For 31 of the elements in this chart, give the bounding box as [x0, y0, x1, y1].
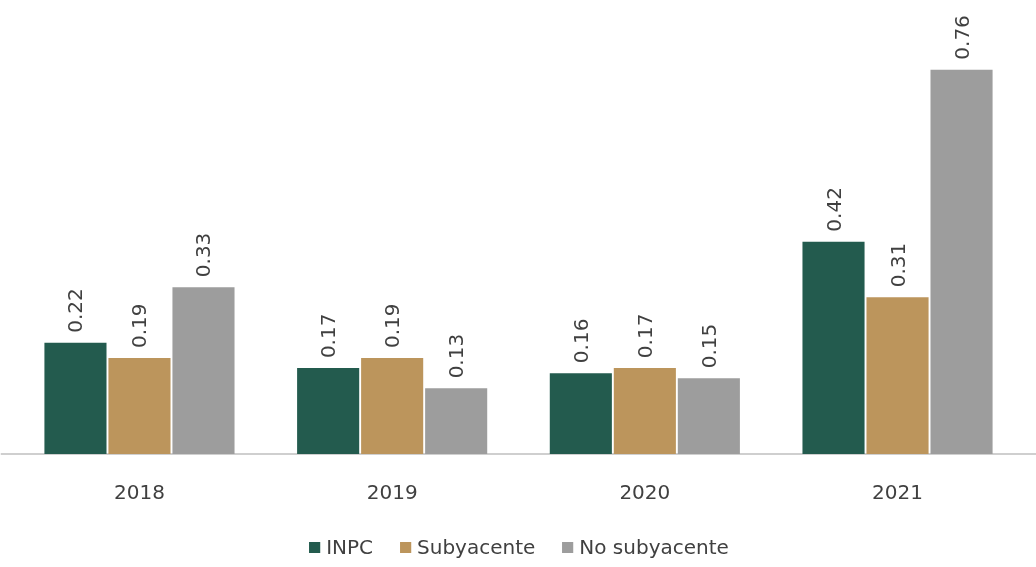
x-tick-label: 2020 [619, 480, 671, 505]
data-label: 0.31 [885, 242, 910, 288]
legend-label: Subyacente [417, 535, 536, 559]
bar [361, 358, 424, 455]
data-label: 0.16 [568, 318, 593, 364]
data-label: 0.19 [127, 303, 152, 348]
bar [172, 287, 235, 455]
data-label: 0.13 [444, 333, 469, 379]
bar [297, 368, 360, 455]
x-tick-label: 2018 [114, 480, 165, 505]
data-label: 0.42 [821, 187, 846, 232]
bar [677, 378, 740, 455]
bar [44, 342, 107, 455]
data-label: 0.17 [632, 313, 657, 359]
bar [425, 388, 488, 455]
data-label: 0.33 [191, 232, 216, 278]
bar [866, 297, 929, 455]
legend-label: INPC [326, 535, 374, 559]
bar [802, 241, 865, 455]
legend-label: No subyacente [579, 535, 729, 559]
bar [108, 358, 171, 455]
bar [930, 69, 993, 455]
data-label: 0.22 [63, 288, 88, 333]
data-label: 0.15 [696, 323, 721, 369]
x-tick-label: 2019 [366, 480, 418, 505]
data-label: 0.17 [316, 313, 341, 359]
x-tick-label: 2021 [872, 480, 923, 505]
data-label: 0.19 [380, 303, 405, 348]
bar [613, 368, 676, 455]
bar [549, 373, 612, 455]
data-label: 0.76 [949, 15, 974, 60]
